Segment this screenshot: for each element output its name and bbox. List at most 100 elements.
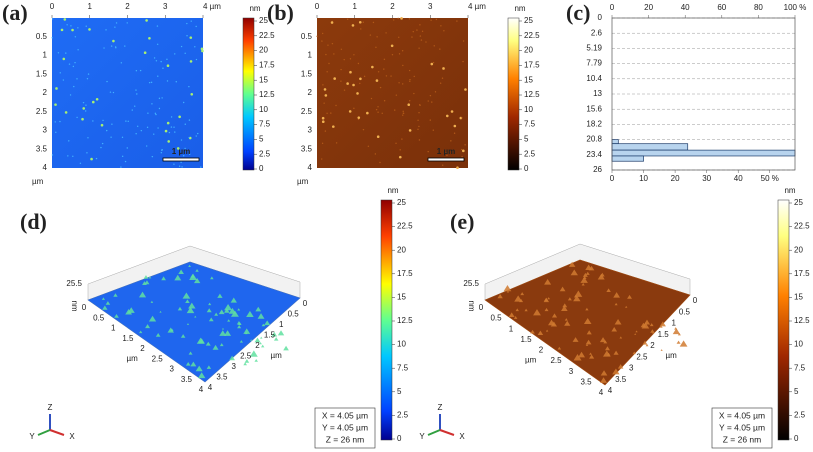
- y-tick-label: 0.5: [301, 32, 313, 41]
- colorbar: [777, 199, 790, 441]
- particle: [370, 97, 373, 100]
- particle: [135, 133, 137, 135]
- particle: [85, 25, 87, 27]
- particle: [385, 32, 387, 34]
- colorbar-tick-label: 2.5: [259, 149, 271, 158]
- particle: [369, 34, 372, 36]
- particle: [430, 62, 434, 66]
- scale-bar-label: 1 µm: [437, 147, 455, 156]
- particle: [106, 129, 108, 132]
- peak: [545, 329, 549, 332]
- info-line: X = 4.05 µm: [719, 410, 765, 420]
- x-tick-label: 3: [428, 2, 433, 11]
- x-tick-label: 0: [50, 2, 55, 11]
- particle: [84, 110, 87, 112]
- particle: [154, 112, 157, 115]
- particle: [398, 53, 401, 55]
- peak: [188, 264, 191, 268]
- particle: [441, 77, 444, 79]
- y-tick-label: 3.5: [36, 144, 48, 153]
- afm-map: [52, 18, 203, 168]
- particle: [346, 18, 349, 21]
- particle: [450, 110, 454, 113]
- peak: [559, 286, 566, 292]
- particle: [126, 147, 128, 149]
- particle: [180, 161, 182, 164]
- peak: [586, 330, 592, 335]
- peak: [578, 351, 586, 358]
- particle: [124, 45, 126, 47]
- peak: [503, 285, 512, 292]
- colorbar-tick-label: 20: [524, 46, 533, 55]
- particle: [442, 67, 445, 70]
- peak: [627, 294, 632, 299]
- colorbar-tick-label: 25: [397, 198, 406, 207]
- triad-label: Z: [48, 403, 53, 412]
- colorbar-tick-label: 20: [794, 245, 803, 254]
- y-unit: µm: [297, 177, 309, 186]
- peak: [227, 319, 231, 322]
- particle: [189, 36, 193, 39]
- particle: [433, 45, 435, 47]
- peak: [679, 340, 688, 347]
- axis-tick-label: 4: [208, 383, 213, 392]
- panel-label: (b): [267, 0, 294, 25]
- particle: [459, 116, 463, 120]
- particle: [183, 155, 185, 157]
- particle: [432, 129, 435, 131]
- particle: [121, 155, 124, 158]
- colorbar-tick-label: 17.5: [397, 269, 413, 278]
- peak: [206, 365, 212, 369]
- particle: [445, 114, 449, 118]
- particle: [156, 25, 159, 27]
- peak: [544, 307, 549, 312]
- peak: [277, 330, 285, 336]
- particle: [131, 109, 133, 111]
- particle: [418, 139, 421, 141]
- particle: [184, 147, 186, 150]
- particle: [95, 97, 99, 101]
- particle: [134, 105, 136, 107]
- info-line: X = 4.05 µm: [322, 410, 368, 420]
- particle: [136, 125, 139, 127]
- peak: [254, 359, 258, 362]
- x-tick-label: 4 µm: [203, 2, 221, 11]
- colorbar: [380, 199, 393, 441]
- x-tick-label: 0: [610, 174, 615, 183]
- particle: [189, 60, 193, 63]
- particle: [162, 67, 164, 69]
- particle: [201, 49, 204, 53]
- particle: [87, 137, 89, 139]
- particle: [333, 53, 335, 55]
- particle: [429, 119, 431, 121]
- axis-tick-label: 2.5: [152, 354, 164, 363]
- particle: [68, 140, 70, 142]
- particle: [383, 68, 385, 70]
- particle: [413, 92, 415, 95]
- particle: [72, 65, 75, 68]
- particle: [402, 112, 405, 114]
- peak: [105, 301, 111, 305]
- particle: [409, 78, 411, 81]
- particle: [375, 46, 377, 49]
- y-tick-label: 18.2: [586, 120, 602, 129]
- y-tick-label: 2.5: [301, 107, 313, 116]
- particle: [151, 103, 153, 105]
- peak: [139, 330, 143, 334]
- particle: [120, 166, 122, 168]
- peak: [561, 305, 568, 311]
- particle: [340, 48, 343, 51]
- x2-tick-label: 0: [610, 3, 615, 12]
- particle: [55, 87, 58, 90]
- particle: [105, 29, 107, 31]
- peak: [642, 340, 648, 345]
- particle: [398, 36, 400, 38]
- particle: [146, 145, 148, 147]
- particle: [417, 128, 419, 131]
- particle: [439, 82, 442, 84]
- particle: [376, 135, 380, 139]
- peak: [189, 273, 197, 280]
- peak: [159, 310, 162, 313]
- particle: [359, 77, 362, 81]
- triad-y: [427, 429, 441, 436]
